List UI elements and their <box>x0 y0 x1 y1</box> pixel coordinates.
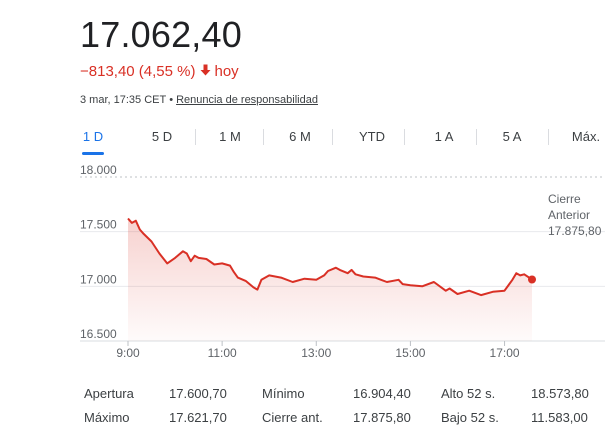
active-tab-indicator <box>82 152 104 155</box>
stat-label-minimo: Mínimo <box>262 386 305 401</box>
y-tick-label: 16.500 <box>80 327 117 341</box>
stat-label-maximo: Máximo <box>84 410 130 425</box>
stat-value-cierre-ant: 17.875,80 <box>353 410 411 425</box>
tab-divider <box>476 129 477 145</box>
tab-5d[interactable]: 5 D <box>151 128 173 144</box>
stat-value-alto-52: 18.573,80 <box>531 386 589 401</box>
tab-divider <box>263 129 264 145</box>
tab-6m[interactable]: 6 M <box>289 128 311 144</box>
reference-line-label: 17.875,80 <box>548 224 602 238</box>
x-tick-label: 11:00 <box>208 346 237 360</box>
x-tick-label: 15:00 <box>395 346 425 360</box>
latest-price-dot <box>528 275 536 284</box>
tab-5a[interactable]: 5 A <box>502 128 522 144</box>
stat-value-maximo: 17.621,70 <box>169 410 227 425</box>
reference-line-label: Anterior <box>548 208 590 222</box>
tab-divider <box>404 129 405 145</box>
change-period: hoy <box>214 63 239 80</box>
stat-value-bajo-52: 11.583,00 <box>531 410 588 425</box>
timestamp: 3 mar, 17:35 CET <box>80 94 167 106</box>
y-tick-label: 17.500 <box>80 218 117 232</box>
tab-max[interactable]: Máx. <box>571 128 601 144</box>
price-change: −813,40 (4,55 %) hoy <box>80 63 239 80</box>
stat-label-cierre-ant: Cierre ant. <box>262 410 323 425</box>
y-tick-label: 17.000 <box>80 272 117 286</box>
reference-line-label: Cierre <box>548 192 581 206</box>
stat-label-apertura: Apertura <box>84 386 134 401</box>
tab-1a[interactable]: 1 A <box>434 128 454 144</box>
time-range-tabs: 1 D 5 D 1 M 6 M YTD 1 A 5 A Máx. <box>80 122 615 155</box>
disclaimer-link[interactable]: Renuncia de responsabilidad <box>176 94 318 106</box>
stats-row: Apertura 17.600,70 Mínimo 16.904,40 Alto… <box>84 386 604 406</box>
tab-ytd[interactable]: YTD <box>359 128 385 144</box>
current-price: 17.062,40 <box>80 14 242 55</box>
x-tick-label: 13:00 <box>301 346 331 360</box>
price-chart[interactable]: 18.000 17.500 17.000 16.500 9:00 11:00 13:00 15… <box>0 160 615 370</box>
stats-row: Máximo 17.621,70 Cierre ant. 17.875,80 B… <box>84 410 604 430</box>
quote-meta: 3 mar, 17:35 CET • Renuncia de responsabil… <box>80 94 318 106</box>
tab-divider <box>195 129 196 145</box>
arrow-down-icon <box>200 63 211 80</box>
stat-label-bajo-52: Bajo 52 s. <box>441 410 499 425</box>
change-value: −813,40 (4,55 %) <box>80 63 196 80</box>
price-area <box>128 218 532 341</box>
tab-divider <box>332 129 333 145</box>
stat-value-minimo: 16.904,40 <box>353 386 411 401</box>
tab-divider <box>548 129 549 145</box>
stat-label-alto-52: Alto 52 s. <box>441 386 496 401</box>
y-tick-label: 18.000 <box>80 163 117 177</box>
price-line <box>127 217 533 297</box>
x-tick-label: 9:00 <box>116 346 140 360</box>
tab-1d[interactable]: 1 D <box>80 122 106 155</box>
tab-1m[interactable]: 1 M <box>219 128 241 144</box>
x-tick-label: 17:00 <box>490 346 520 360</box>
stat-value-apertura: 17.600,70 <box>169 386 227 401</box>
